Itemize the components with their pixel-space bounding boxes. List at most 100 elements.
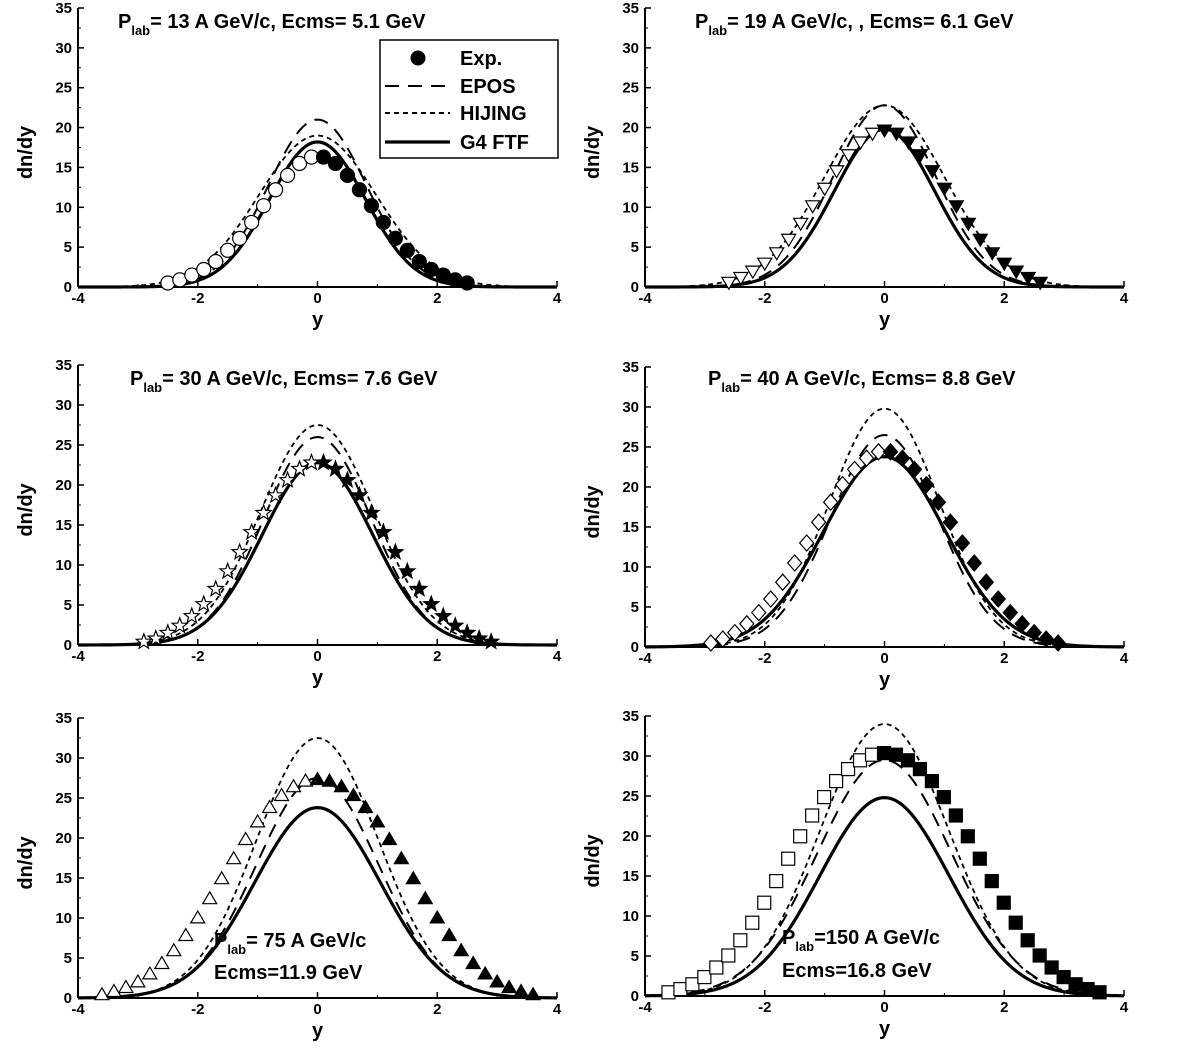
exp-data-point xyxy=(279,167,296,183)
exp-data-point xyxy=(912,149,929,163)
y-tick-label: 5 xyxy=(64,239,72,256)
exp-data-point xyxy=(786,554,803,572)
x-tick-label: -2 xyxy=(758,650,771,667)
exp-data-point xyxy=(351,182,368,198)
exp-data-point xyxy=(888,127,905,142)
exp-data-point xyxy=(978,573,995,592)
exp-data-point xyxy=(459,275,475,291)
exp-data-point xyxy=(189,909,206,924)
exp-data-point xyxy=(1002,603,1019,622)
exp-data-point xyxy=(158,623,178,641)
y-tick-label: 20 xyxy=(622,828,639,845)
epos-curve xyxy=(78,435,557,646)
y-tick-label: 15 xyxy=(55,517,72,534)
x-tick-label: -2 xyxy=(758,999,771,1016)
y-tick-label: 10 xyxy=(55,910,72,927)
exp-data-point xyxy=(285,778,302,793)
exp-data-point xyxy=(129,973,146,988)
exp-data-point xyxy=(732,271,749,286)
x-tick-label: 4 xyxy=(1120,650,1129,667)
y-tick-label: 15 xyxy=(622,159,639,176)
y-tick-label: 35 xyxy=(622,0,639,17)
exp-data-point xyxy=(924,165,941,179)
exp-data-point xyxy=(1026,623,1042,642)
exp-data-point xyxy=(858,449,875,468)
exp-data-point xyxy=(387,230,403,246)
exp-data-point xyxy=(254,503,273,521)
g4-ftf-curve xyxy=(644,795,1125,998)
title-subscript: lab xyxy=(143,380,162,395)
exp-data-point xyxy=(792,217,809,232)
exp-data-point xyxy=(93,986,110,1001)
chart-panel-6: 0 5 10 15 20 25 30 35 -4 -2 0 2 4 y dn/dy Plab=150 A Ge… xyxy=(582,708,1129,1040)
x-tick-label: -2 xyxy=(191,290,204,307)
x-tick-label: 0 xyxy=(313,1001,321,1018)
exp-data-point xyxy=(326,459,345,477)
legend-label: Exp. xyxy=(460,48,502,70)
chart-title: Plab= 13 A GeV/c, Ecms= 5.1 GeV xyxy=(118,11,426,38)
exp-data-point xyxy=(720,276,737,291)
exp-data-point xyxy=(1050,634,1066,652)
exp-data-point xyxy=(357,799,374,814)
x-tick-label: 0 xyxy=(313,290,321,307)
exp-data-point xyxy=(1020,271,1037,286)
exp-data-point xyxy=(912,761,928,777)
exp-data-point xyxy=(756,257,773,272)
exp-data-point xyxy=(930,493,947,512)
exp-data-point xyxy=(153,955,170,970)
exp-data-point xyxy=(1080,981,1095,997)
title-symbol: P xyxy=(782,927,795,949)
exp-data-point xyxy=(117,979,134,994)
y-tick-label: 0 xyxy=(64,279,72,296)
exp-data-point xyxy=(888,747,904,762)
hijing-curve xyxy=(644,723,1125,997)
exp-data-point xyxy=(369,813,386,828)
exp-data-point xyxy=(398,561,417,580)
exp-data-point xyxy=(900,136,917,151)
chart-panel-5: 0 5 10 15 20 25 30 35 -4 -2 0 2 4 y dn/dy Plab= 75 A Ge… xyxy=(15,710,562,1042)
exp-data-point xyxy=(465,955,482,970)
exp-data-point xyxy=(840,149,857,163)
g4-ftf-curve xyxy=(645,127,1124,289)
y-tick-label: 30 xyxy=(622,748,639,765)
title-subscript: lab xyxy=(721,380,740,395)
exp-data-point xyxy=(256,198,272,214)
x-tick-label: 0 xyxy=(313,648,321,665)
exp-data-point xyxy=(834,475,851,494)
exp-data-point xyxy=(906,460,923,479)
x-axis-label: y xyxy=(879,309,891,331)
exp-data-point xyxy=(942,513,959,532)
exp-data-point xyxy=(445,616,465,634)
x-tick-label: 2 xyxy=(1000,999,1008,1016)
exp-data-point xyxy=(816,182,833,197)
exp-data-point xyxy=(936,789,951,805)
exp-data-point xyxy=(1056,969,1071,985)
title-symbol: P xyxy=(708,368,721,390)
exp-data-point xyxy=(1068,977,1083,992)
exp-data-point xyxy=(345,787,362,802)
exp-data-point xyxy=(333,778,350,793)
y-tick-label: 20 xyxy=(622,479,639,496)
exp-data-point xyxy=(709,960,724,975)
x-tick-label: -4 xyxy=(71,1001,85,1018)
y-tick-label: 25 xyxy=(55,80,72,97)
x-axis-label: y xyxy=(312,667,324,689)
exp-data-point xyxy=(411,253,427,270)
y-tick-label: 0 xyxy=(631,988,639,1005)
exp-data-point xyxy=(242,522,261,541)
chart-title-line2: Ecms=16.8 GeV xyxy=(782,960,932,982)
x-tick-label: 2 xyxy=(433,648,441,665)
y-tick-label: 30 xyxy=(622,40,639,57)
y-tick-label: 30 xyxy=(622,399,639,416)
y-tick-label: 5 xyxy=(64,950,72,967)
y-tick-label: 20 xyxy=(55,477,72,494)
title-symbol: P xyxy=(118,11,131,33)
exp-data-point xyxy=(918,475,935,494)
exp-data-point xyxy=(864,747,880,762)
chart-title: Plab= 40 A GeV/c, Ecms= 8.8 GeV xyxy=(708,368,1016,395)
exp-data-point xyxy=(715,630,731,648)
chart-title-line2: Ecms=11.9 GeV xyxy=(214,962,363,984)
exp-data-point xyxy=(393,850,410,865)
exp-data-point xyxy=(894,449,911,468)
exp-data-point xyxy=(673,981,688,997)
